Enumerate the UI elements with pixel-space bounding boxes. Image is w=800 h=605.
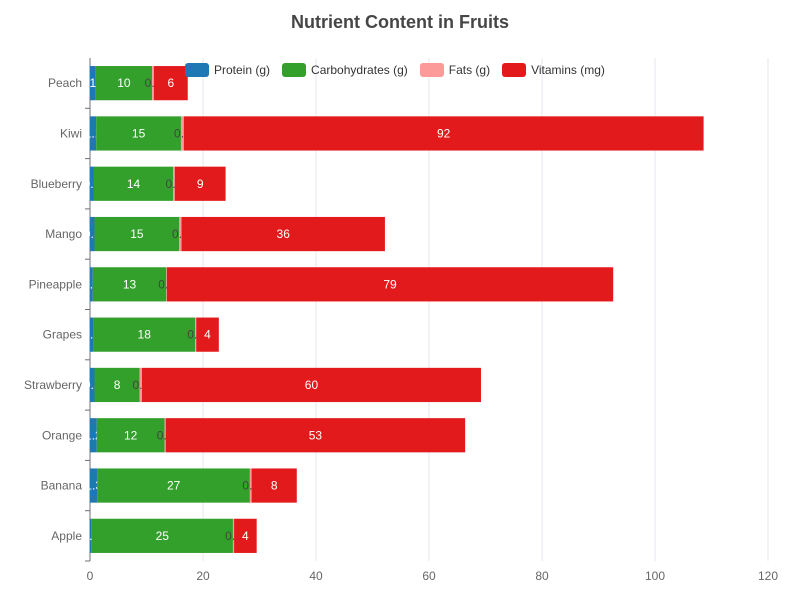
legend-item-carbohydrates[interactable]: Carbohydrates (g)	[282, 63, 408, 77]
chart-title: Nutrient Content in Fruits	[291, 12, 509, 32]
bar-segment	[90, 317, 94, 352]
data-label: 8	[114, 378, 121, 392]
bar-segment	[97, 468, 250, 503]
bar-segment	[90, 518, 92, 553]
category-label: Blueberry	[31, 177, 82, 191]
category-label: Mango	[45, 227, 82, 241]
category-label: Grapes	[43, 328, 82, 342]
legend-item-fats[interactable]: Fats (g)	[419, 63, 491, 77]
data-label: 14	[127, 177, 141, 191]
legend-label-carbohydrates: Carbohydrates (g)	[311, 63, 408, 77]
category-label: Pineapple	[29, 277, 83, 291]
bar-segment	[92, 267, 167, 302]
bar-segment	[183, 116, 704, 151]
data-label: 53	[309, 428, 323, 442]
category-label: Strawberry	[24, 378, 82, 392]
bar-segment	[90, 418, 97, 453]
data-label: 18	[138, 328, 152, 342]
data-label: 15	[130, 227, 144, 241]
legend-swatch-vitamins	[502, 63, 527, 77]
category-label: Peach	[48, 76, 82, 90]
legend-item-vitamins[interactable]: Vitamins (mg)	[502, 63, 605, 77]
data-label: 1	[89, 76, 96, 90]
bar-segment	[90, 166, 94, 201]
bar-segment	[90, 367, 95, 403]
legend-label-protein: Protein (g)	[214, 63, 271, 77]
bar-segment	[139, 367, 142, 403]
legend: Protein (g) Carbohydrates (g) Fats (g) V…	[185, 63, 605, 77]
category-label: Orange	[42, 428, 82, 442]
bar-segment	[90, 66, 96, 101]
legend-swatch-carbohydrates	[282, 63, 307, 77]
bar-segment	[166, 267, 614, 302]
data-label: 4	[242, 529, 249, 543]
legend-label-fats: Fats (g)	[448, 63, 491, 77]
bar-segment	[94, 367, 140, 403]
data-label: 25	[156, 529, 170, 543]
x-tick-label: 0	[87, 569, 94, 583]
bar-segment	[232, 518, 235, 553]
x-tick-label: 120	[758, 569, 778, 583]
data-label: 60	[305, 378, 319, 392]
bar-segment	[152, 66, 154, 101]
bar-segment	[94, 216, 180, 252]
bar-segment	[195, 317, 197, 352]
legend-item-protein[interactable]: Protein (g)	[185, 63, 270, 77]
category-label: Kiwi	[60, 126, 82, 140]
bar-segment	[164, 418, 166, 453]
bar-segment	[90, 116, 97, 151]
data-label: 4	[204, 328, 211, 342]
bar-segment	[96, 418, 165, 453]
data-label: 15	[132, 126, 146, 140]
bar-segment	[173, 166, 175, 201]
bar-segment	[93, 317, 196, 352]
bar-segment	[95, 66, 153, 101]
x-tick-label: 60	[422, 569, 436, 583]
bar-segment	[166, 267, 167, 302]
data-label: 36	[277, 227, 291, 241]
data-label: 27	[167, 479, 181, 493]
x-tick-label: 40	[309, 569, 323, 583]
category-label: Apple	[51, 529, 82, 543]
bar-segment	[90, 216, 95, 252]
bar-segment	[96, 116, 181, 151]
data-label: 92	[437, 126, 451, 140]
bar-segment	[93, 166, 174, 201]
bar-segment	[196, 317, 219, 352]
data-label: 10	[117, 76, 131, 90]
data-label: 9	[197, 177, 204, 191]
data-label: 12	[124, 428, 138, 442]
legend-swatch-fats	[419, 63, 444, 77]
bar-segment	[165, 418, 466, 453]
data-label: 8	[271, 479, 278, 493]
bar-segment	[234, 518, 257, 553]
x-tick-label: 100	[645, 569, 665, 583]
bar-segment	[91, 518, 233, 553]
data-label: 13	[123, 277, 137, 291]
bar-segment	[251, 468, 297, 503]
bar-segment	[179, 216, 182, 252]
bar-segment	[249, 468, 252, 503]
category-label: Banana	[41, 479, 83, 493]
bar-segment	[90, 267, 93, 302]
x-tick-label: 80	[535, 569, 549, 583]
bar-segment	[153, 66, 188, 101]
bar-segment	[174, 166, 226, 201]
legend-swatch-protein	[185, 63, 209, 77]
bar-segment	[181, 216, 385, 252]
legend-label-vitamins: Vitamins (mg)	[531, 63, 605, 77]
bar-segment	[90, 468, 98, 503]
data-label: 79	[383, 277, 397, 291]
bar-segment	[141, 367, 481, 403]
x-tick-label: 20	[196, 569, 210, 583]
bar-segment	[180, 116, 184, 151]
data-label: 6	[167, 76, 174, 90]
